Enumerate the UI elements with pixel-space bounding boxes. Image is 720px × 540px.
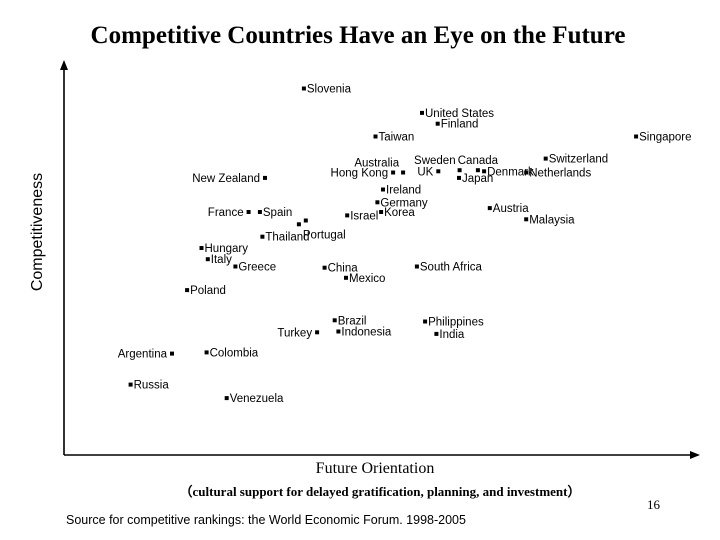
point-label-hong-kong: Hong Kong [331, 168, 389, 180]
chart-title: Competitive Countries Have an Eye on the… [90, 22, 626, 49]
point-marker-hong-kong [391, 170, 396, 175]
point-marker-turkey [315, 330, 320, 335]
point-marker-spain [257, 210, 262, 214]
point-marker-russia [128, 382, 133, 387]
point-marker-thailand [260, 234, 265, 239]
point-marker-slovenia [301, 86, 306, 91]
point-marker-portugal [296, 222, 301, 227]
point-marker-greece [233, 264, 238, 269]
point-label-switzerland: Switzerland [549, 154, 608, 166]
point-marker-israel [345, 213, 350, 218]
point-label-japan: Japan [462, 173, 493, 185]
point-marker-singapore [634, 134, 639, 139]
point-label-poland: Poland [190, 285, 226, 297]
point-marker-finland [435, 121, 440, 126]
point-marker-uk [436, 169, 441, 174]
point-label-netherlands: Netherlands [529, 168, 591, 180]
point-marker-ireland [381, 187, 385, 192]
point-marker-mexico [344, 275, 348, 280]
point-label-italy: Italy [211, 254, 232, 266]
point-label-canada: Canada [458, 155, 499, 167]
point-marker-poland [185, 288, 190, 293]
point-label-mexico: Mexico [349, 273, 385, 285]
point-label-israel: Israel [350, 210, 378, 222]
point-marker-colombia [204, 350, 209, 355]
point-label-slovenia: Slovenia [307, 84, 352, 96]
y-axis-arrowhead [60, 60, 68, 70]
point-label-austria: Austria [493, 203, 529, 215]
point-label-argentina: Argentina [118, 349, 168, 361]
point-label-korea: Korea [384, 207, 415, 219]
point-label-finland: Finland [441, 119, 479, 131]
point-label-portugal: Portugal [303, 229, 346, 241]
point-label-indonesia: Indonesia [341, 327, 391, 339]
point-marker-sweden [457, 168, 462, 173]
point-marker-canada [475, 168, 480, 173]
point-marker-switzerland [543, 156, 548, 161]
point-label-thailand: Thailand [265, 232, 309, 244]
point-label-united-states: United States [425, 108, 494, 120]
point-marker-australia [401, 170, 406, 175]
point-label-malaysia: Malaysia [529, 214, 575, 226]
point-label-greece: Greece [238, 262, 276, 274]
x-axis-arrowhead [690, 451, 700, 459]
point-marker-france [246, 210, 251, 214]
point-label-philippines: Philippines [428, 317, 484, 329]
point-marker-unlabeled-1 [303, 218, 308, 223]
point-marker-japan [457, 175, 461, 180]
page-number: 16 [647, 497, 660, 512]
point-marker-new-zealand [263, 175, 267, 180]
point-label-turkey: Turkey [277, 327, 312, 339]
point-marker-italy [205, 257, 210, 262]
point-marker-austria [487, 206, 492, 211]
point-label-ireland: Ireland [386, 185, 421, 197]
point-marker-netherlands [524, 170, 529, 175]
point-label-sweden: Sweden [414, 155, 456, 167]
point-marker-indonesia [336, 329, 341, 334]
point-label-russia: Russia [134, 380, 170, 392]
point-label-venezuela: Venezuela [230, 393, 284, 405]
point-marker-brazil [332, 318, 337, 323]
point-label-singapore: Singapore [639, 132, 691, 144]
point-label-south-africa: South Africa [420, 262, 483, 274]
point-label-india: India [439, 329, 465, 341]
point-marker-taiwan [373, 134, 378, 139]
point-label-china: China [328, 263, 359, 275]
point-marker-south-africa [414, 264, 419, 269]
y-axis-label: Competitiveness [29, 172, 46, 292]
point-label-taiwan: Taiwan [379, 132, 415, 144]
point-marker-korea [379, 210, 384, 214]
point-marker-india [434, 331, 439, 336]
point-label-hungary: Hungary [205, 243, 249, 255]
point-marker-germany [375, 200, 380, 205]
point-marker-denmark [482, 169, 487, 174]
point-marker-united-states [420, 110, 424, 115]
point-marker-philippines [423, 319, 428, 324]
axes [60, 60, 700, 459]
source-note: Source for competitive rankings: the Wor… [66, 513, 466, 527]
point-marker-hungary [199, 246, 204, 250]
point-label-uk: UK [417, 166, 433, 178]
point-label-colombia: Colombia [210, 347, 259, 359]
point-marker-china [322, 265, 327, 270]
point-label-australia: Australia [354, 158, 399, 170]
point-label-france: France [208, 207, 244, 219]
point-label-spain: Spain [263, 207, 292, 219]
x-axis-label: Future Orientation [315, 460, 435, 477]
point-marker-malaysia [524, 217, 529, 222]
point-label-germany: Germany [380, 197, 428, 209]
point-label-denmark: Denmark [487, 166, 534, 178]
x-axis-sublabel: （cultural support for delayed gratificat… [179, 484, 581, 499]
point-marker-argentina [170, 351, 174, 356]
point-label-brazil: Brazil [338, 315, 367, 327]
point-label-new-zealand: New Zealand [192, 173, 260, 185]
point-marker-venezuela [224, 396, 229, 401]
